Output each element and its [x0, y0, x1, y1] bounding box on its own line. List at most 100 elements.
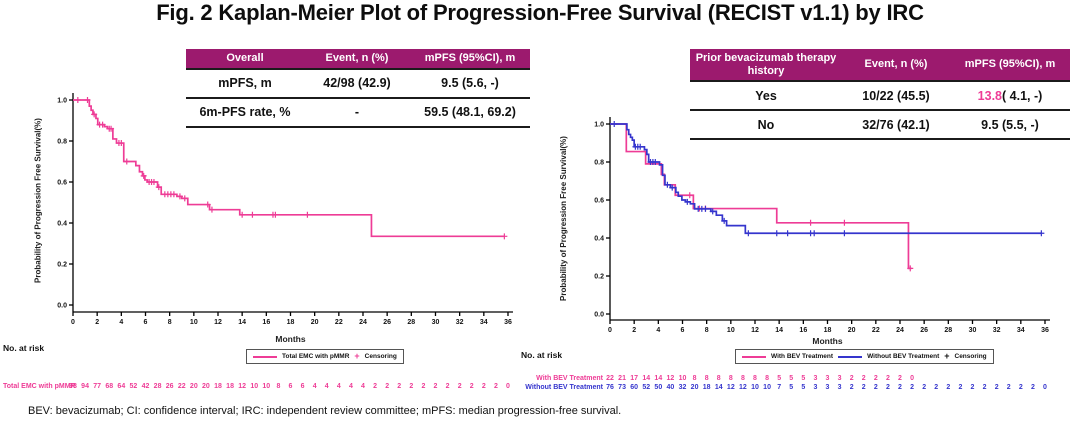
risk-count: 3 [837, 375, 842, 382]
table-header-cell: mPFS (95%CI), m [950, 49, 1070, 83]
svg-text:0.6: 0.6 [57, 180, 67, 187]
risk-count: 26 [165, 383, 174, 390]
svg-text:22: 22 [335, 319, 343, 326]
risk-count: 3 [837, 384, 842, 391]
risk-count: 12 [739, 384, 747, 391]
risk-count: 7 [777, 384, 782, 391]
risk-count: 2 [861, 384, 866, 391]
left-x-axis-label: Months [275, 334, 306, 344]
risk-count: 42 [141, 383, 150, 390]
risk-count: 64 [117, 383, 126, 390]
risk-count: 32 [678, 384, 687, 391]
svg-text:32: 32 [993, 327, 1001, 334]
risk-count: 3 [825, 384, 830, 391]
risk-count: 4 [324, 383, 329, 390]
table-cell: 32/76 (42.1) [842, 111, 950, 141]
risk-count: 8 [692, 375, 697, 382]
table-cell: 42/98 (42.9) [304, 69, 410, 99]
left-legend: Total EMC with pMMR + Censoring [246, 349, 404, 364]
risk-count: 10 [262, 383, 271, 390]
svg-text:8: 8 [705, 327, 709, 334]
risk-count: 28 [153, 383, 162, 390]
risk-count: 2 [1006, 384, 1011, 391]
risk-count: 18 [226, 383, 234, 390]
risk-count: 2 [885, 375, 890, 382]
right-legend: With BEV Treatment Without BEV Treatment… [735, 349, 994, 364]
table-cell: Yes [690, 82, 842, 112]
svg-text:16: 16 [799, 327, 807, 334]
risk-count: 2 [373, 383, 378, 390]
risk-count: 4 [336, 383, 341, 390]
risk-count: 18 [702, 384, 711, 391]
risk-count: 12 [726, 384, 735, 391]
risk-count: 68 [105, 383, 114, 390]
svg-text:2: 2 [632, 327, 636, 334]
svg-text:0.4: 0.4 [57, 221, 67, 228]
risk-count: 2 [934, 384, 939, 391]
risk-count: 5 [801, 384, 806, 391]
risk-count: 2 [910, 384, 915, 391]
svg-text:22: 22 [872, 327, 880, 334]
right-x-axis-label: Months [812, 336, 843, 346]
risk-count: 40 [666, 384, 675, 391]
risk-count: 4 [312, 383, 317, 390]
svg-text:24: 24 [359, 319, 367, 326]
risk-count: 2 [385, 383, 390, 390]
right-legend-series1-label: With BEV Treatment [771, 353, 834, 360]
table-cell: - [304, 98, 410, 128]
svg-text:24: 24 [896, 327, 904, 334]
risk-count: 2 [873, 375, 878, 382]
svg-text:2: 2 [95, 319, 99, 326]
svg-text:0.6: 0.6 [594, 198, 604, 205]
risk-count: 2 [445, 383, 450, 390]
risk-count: 2 [849, 384, 854, 391]
risk-count: 18 [214, 383, 222, 390]
svg-text:6: 6 [144, 319, 148, 326]
risk-count: 2 [994, 384, 999, 391]
left-legend-series-line [253, 355, 277, 358]
risk-count: 0 [910, 375, 915, 382]
risk-count: 60 [630, 384, 639, 391]
svg-text:10: 10 [727, 327, 735, 334]
risk-count: 22 [177, 383, 186, 390]
risk-count: 4 [361, 383, 365, 390]
risk-count: 17 [630, 375, 639, 382]
risk-count: 6 [300, 383, 305, 390]
svg-text:0.2: 0.2 [594, 274, 604, 281]
table-cell: 13.8 ( 4.1, -) [950, 82, 1070, 112]
figure-title: Fig. 2 Kaplan-Meier Plot of Progression-… [156, 0, 924, 25]
prior-bev-results-table: Prior bevacizumab therapy history Event, … [690, 49, 1070, 141]
svg-text:4: 4 [656, 327, 660, 334]
svg-text:0.0: 0.0 [57, 303, 67, 310]
overall-results-table: Overall Event, n (%) mPFS (95%CI), m mPFS, … [186, 49, 530, 128]
risk-count: 14 [654, 375, 663, 382]
svg-text:30: 30 [969, 327, 977, 334]
risk-count: 2 [433, 383, 438, 390]
risk-count: 0 [1043, 384, 1047, 391]
svg-text:12: 12 [214, 319, 222, 326]
left-legend-series-label: Total EMC with pMMR [282, 353, 350, 360]
right-legend-censor-icon: + [944, 351, 950, 361]
risk-count: 2 [1018, 384, 1023, 391]
svg-text:20: 20 [311, 319, 319, 326]
table-cell: 9.5 (5.6, -) [410, 69, 530, 99]
risk-count: 2 [457, 383, 462, 390]
svg-text:26: 26 [920, 327, 928, 334]
table-cell: No [690, 111, 842, 141]
svg-text:1.0: 1.0 [594, 122, 604, 129]
risk-count: 2 [885, 384, 890, 391]
risk-count: 2 [421, 383, 426, 390]
risk-count: 2 [469, 383, 474, 390]
right-no-at-risk-title: No. at risk [521, 350, 563, 360]
risk-count: 2 [898, 375, 902, 382]
risk-count: 10 [751, 384, 759, 391]
risk-count: 52 [129, 383, 138, 390]
svg-text:14: 14 [775, 327, 783, 334]
left-no-at-risk-title: No. at risk [3, 343, 45, 353]
risk-count: 2 [861, 375, 866, 382]
svg-text:12: 12 [751, 327, 759, 334]
right-legend-censor-label: Censoring [954, 353, 987, 360]
svg-text:0.8: 0.8 [594, 160, 604, 167]
svg-text:14: 14 [238, 319, 246, 326]
left-legend-censor-label: Censoring [364, 353, 397, 360]
